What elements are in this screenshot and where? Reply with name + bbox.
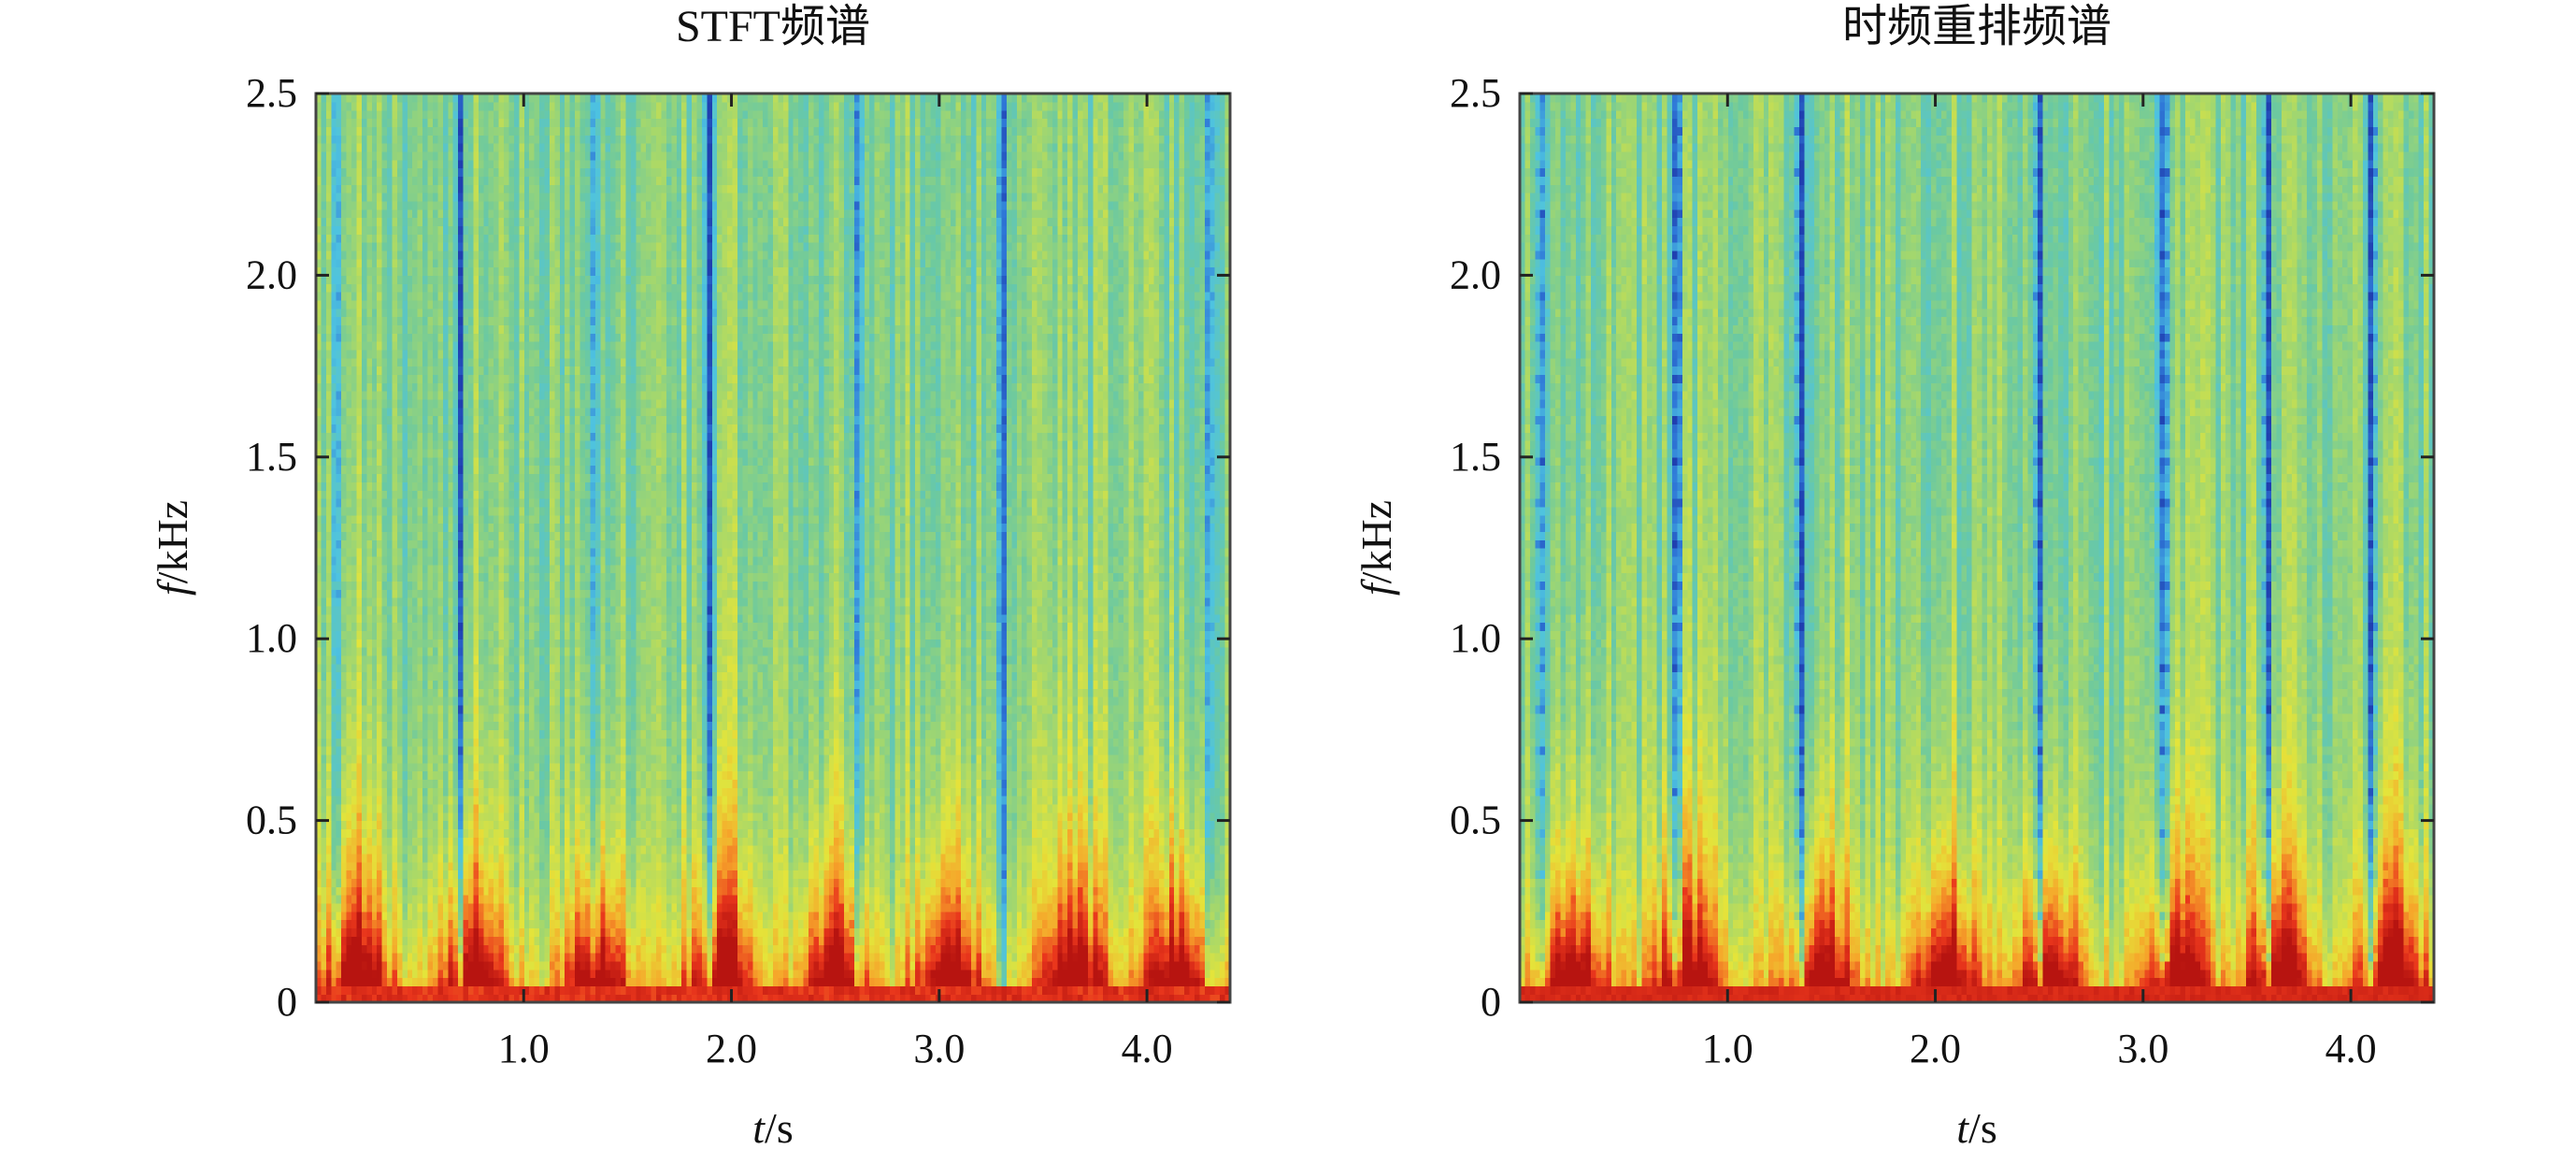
y-tick-label: 1.5	[1450, 434, 1501, 480]
y-tick-label: 1.5	[246, 434, 297, 480]
x-tick-label: 4.0	[2326, 1026, 2377, 1071]
chart-title: STFT频谱	[676, 2, 870, 51]
heatmap	[1520, 93, 2435, 1003]
y-tick-label: 2.5	[246, 70, 297, 116]
y-tick-label: 1.0	[1450, 615, 1501, 661]
y-tick-label: 2.0	[1450, 251, 1501, 297]
x-tick-label: 3.0	[913, 1026, 965, 1071]
y-tick-label: 2.5	[1450, 70, 1501, 116]
plot-frame	[1518, 92, 2436, 1004]
y-tick-label: 0	[1481, 979, 1501, 1025]
y-tick-label: 0.5	[1450, 798, 1501, 843]
y-tick-label: 0	[277, 979, 297, 1025]
x-tick-label: 4.0	[1122, 1026, 1173, 1071]
y-tick-label: 0.5	[246, 798, 297, 843]
y-tick-label: 2.0	[246, 251, 297, 297]
chart-panel-1: 0 0.5 1.0 1.5 2.0 2.5 1.0 2.0 3.0 4.0 STFT频谱 t/s f/k…	[149, 2, 1232, 1152]
chart-panel-2: 0 0.5 1.0 1.5 2.0 2.5 1.0 2.0 3.0 4.0 时频重排频谱 t/s f/k…	[1352, 2, 2436, 1152]
chart-title: 时频重排频谱	[1842, 2, 2111, 51]
y-axis-label: f/kHz	[1352, 500, 1400, 596]
x-tick-label: 2.0	[706, 1026, 757, 1071]
x-axis-label: t/s	[752, 1104, 793, 1152]
x-tick-label: 1.0	[498, 1026, 550, 1071]
x-tick-label: 3.0	[2117, 1026, 2168, 1071]
plot-frame	[314, 92, 1232, 1004]
heatmap	[316, 93, 1231, 1003]
y-axis-label: f/kHz	[149, 500, 196, 596]
x-tick-label: 1.0	[1702, 1026, 1753, 1071]
y-tick-label: 1.0	[246, 615, 297, 661]
x-axis-label: t/s	[1956, 1104, 1996, 1152]
x-tick-label: 2.0	[1910, 1026, 1961, 1071]
